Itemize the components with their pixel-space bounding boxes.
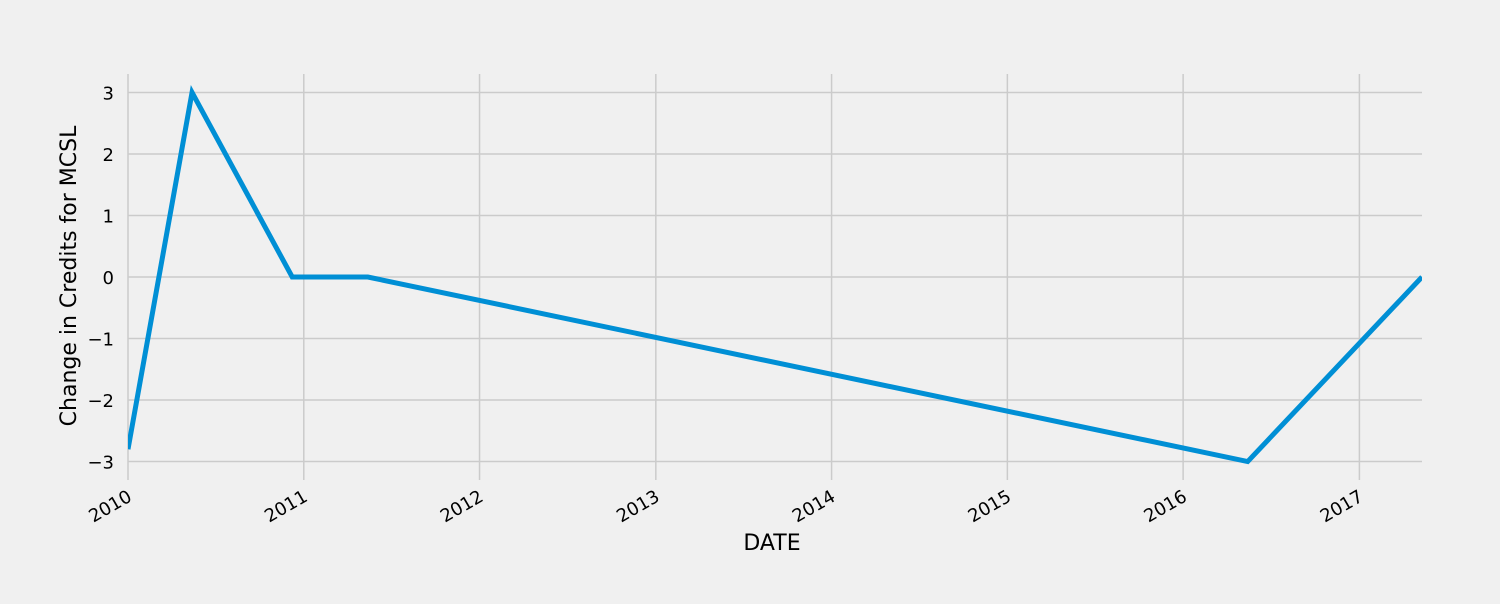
x-tick-label: 2013 [613,486,663,527]
x-axis-label: DATE [743,531,800,556]
y-tick-label: 2 [103,145,114,166]
y-tick-label: −2 [87,391,114,412]
x-tick-label: 2014 [789,486,839,527]
x-tick-label: 2015 [965,486,1015,527]
series-line [128,84,1422,465]
x-tick-label: 2011 [261,486,311,527]
y-tick-label: 1 [103,206,114,227]
y-axis-label: Change in Credits for MCSL [57,125,82,426]
x-tick-label: 2016 [1140,486,1190,527]
y-tick-label: 0 [103,268,114,289]
y-tick-label: −1 [87,330,114,351]
y-tick-label: 3 [103,83,114,104]
x-tick-label: 2012 [437,486,487,527]
y-tick-label: −3 [87,453,114,474]
grid-layer [127,74,1422,480]
series-layer [128,84,1422,465]
x-tick-label: 2017 [1317,486,1367,527]
x-tick-label: 2010 [85,486,135,527]
tick-layer: −3 −2 −1 0 1 2 3 2010 2011 2012 2013 2014 2015 2016 20… [85,83,1367,527]
